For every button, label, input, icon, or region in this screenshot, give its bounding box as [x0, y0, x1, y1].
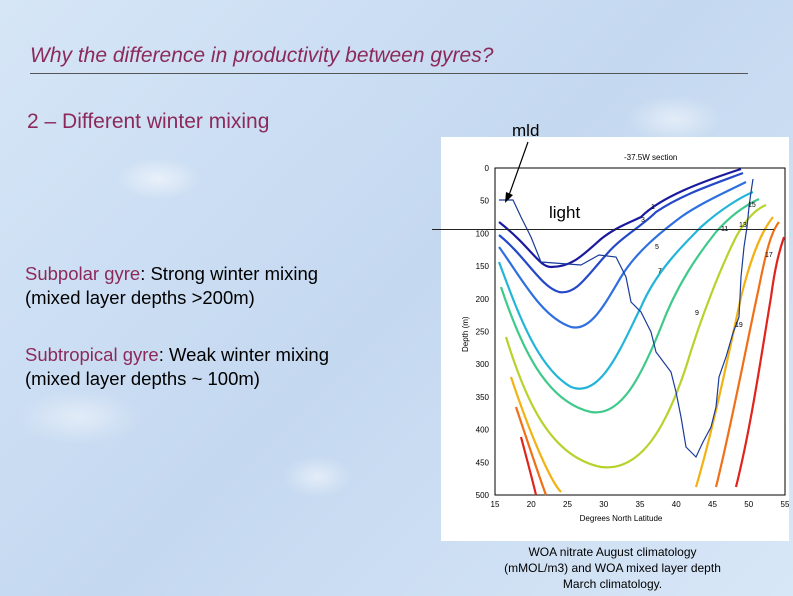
y-tick-label: 200	[476, 295, 490, 304]
subpolar-desc: : Strong winter mixing	[140, 263, 319, 284]
nitrate-section-figure: -37.5W section 0 50 100 150 200 250 300 350 400 4…	[441, 137, 790, 541]
contour-17	[519, 236, 786, 496]
y-tick-label: 50	[480, 197, 489, 206]
plot-frame	[494, 167, 786, 496]
x-tick-label: 20	[527, 500, 536, 509]
x-tick-label: 50	[744, 500, 753, 509]
contour-label: 15	[748, 202, 756, 209]
contour-label: 17	[765, 252, 773, 259]
y-tick-label: 0	[485, 164, 490, 173]
y-tick-label: 100	[476, 229, 490, 238]
contour-7	[497, 190, 754, 390]
mld-line	[499, 178, 754, 459]
mld-callout: mld	[512, 121, 540, 140]
x-tick-label: 40	[672, 500, 681, 509]
contour-lines	[497, 167, 786, 496]
contour-label: 7	[658, 268, 662, 275]
light-callout: light	[549, 203, 581, 222]
contour-label: 19	[735, 322, 743, 329]
contour-label: 9	[695, 310, 699, 317]
subtropical-term: Subtropical gyre	[25, 344, 159, 365]
subtropical-desc: : Weak winter mixing	[158, 344, 330, 365]
y-tick-label: 350	[476, 393, 490, 402]
slide-subtitle: 2 – Different winter mixing	[27, 110, 270, 133]
x-ticks: 15 20 25 30 35 40 45 50 55	[491, 500, 790, 509]
y-tick-label: 300	[476, 360, 490, 369]
contour-label: 13	[739, 222, 747, 229]
section-plot: -37.5W section 0501001502002503003504004…	[461, 153, 790, 523]
figure-caption: WOA nitrate August climatology (mMOL/m3)…	[504, 545, 721, 591]
section-title: -37.5W section	[624, 153, 677, 162]
y-tick-label: 450	[476, 458, 490, 467]
subtropical-line2: (mixed layer depths ~ 100m)	[25, 368, 260, 389]
y-axis-label: Depth (m)	[461, 316, 470, 352]
contour-11	[504, 203, 767, 469]
contour-9	[499, 198, 760, 414]
x-tick-label: 45	[708, 500, 717, 509]
y-tick-label: 500	[476, 491, 490, 500]
slide-title: Why the difference in productivity betwe…	[30, 44, 494, 67]
mld-arrow	[505, 141, 529, 203]
contour-15	[514, 221, 780, 496]
y-tick-label: 250	[476, 328, 490, 337]
contour-13	[509, 216, 774, 493]
subpolar-term: Subpolar gyre	[25, 263, 141, 284]
subpolar-paragraph: Subpolar gyre: Strong winter mixing (mix…	[25, 262, 318, 310]
x-tick-label: 25	[563, 500, 572, 509]
x-tick-label: 15	[491, 500, 500, 509]
subpolar-line2: (mixed layer depths >200m)	[25, 287, 255, 308]
y-tick-label: 400	[476, 426, 490, 435]
contour-label: 3	[641, 217, 645, 224]
contour-5	[498, 181, 747, 329]
y-tick-label: 150	[476, 262, 490, 271]
contour-label: 5	[655, 244, 659, 251]
subtropical-paragraph: Subtropical gyre: Weak winter mixing (mi…	[25, 343, 329, 391]
x-tick-label: 55	[781, 500, 789, 509]
x-tick-label: 35	[636, 500, 645, 509]
x-axis-label: Degrees North Latitude	[580, 514, 663, 523]
x-tick-label: 30	[599, 500, 608, 509]
y-ticks: 0 50 100 150 200 250 300 350 400 450 500	[476, 164, 490, 500]
light-depth-line	[432, 229, 774, 230]
title-underline	[30, 73, 748, 74]
contour-label: 1	[651, 204, 655, 211]
contour-3	[498, 171, 744, 294]
